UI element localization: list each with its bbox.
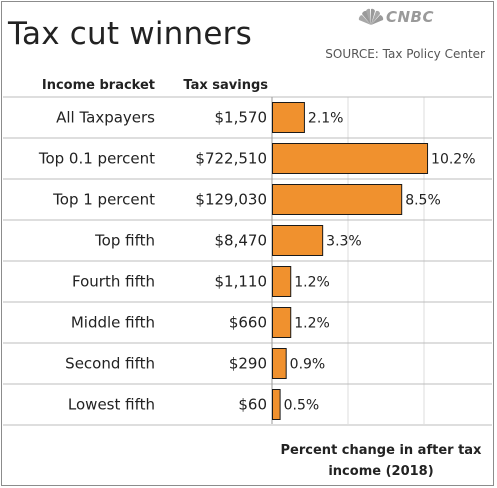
bar	[272, 225, 324, 256]
tax-savings-value: $660	[229, 314, 267, 332]
tax-savings-value: $8,470	[215, 232, 268, 250]
tax-savings-value: $1,110	[215, 273, 268, 291]
chart-title: Tax cut winners	[8, 16, 252, 52]
percent-change-label: 10.2%	[431, 152, 475, 168]
tax-savings-value: $1,570	[215, 109, 268, 127]
bar	[272, 348, 287, 379]
income-bracket-label: All Taxpayers	[56, 109, 155, 127]
x-axis-caption: Percent change in after tax income (2018…	[280, 443, 482, 479]
source-note: SOURCE: Tax Policy Center	[325, 47, 485, 61]
percent-change-label: 1.2%	[294, 316, 330, 332]
peacock-icon	[358, 8, 384, 25]
brand-logo: CNBC	[358, 8, 434, 26]
percent-change-label: 3.3%	[326, 234, 362, 250]
income-bracket-label: Lowest fifth	[68, 396, 155, 414]
bar	[272, 266, 292, 297]
percent-change-label: 0.9%	[290, 357, 326, 373]
tax-savings-header: Tax savings	[183, 78, 268, 93]
income-bracket-label: Fourth fifth	[72, 273, 155, 291]
brand-name: CNBC	[386, 8, 435, 26]
bar	[272, 143, 429, 174]
percent-change-label: 2.1%	[308, 111, 344, 127]
bar	[272, 184, 403, 215]
income-bracket-label: Top fifth	[94, 232, 155, 250]
income-bracket-header: Income bracket	[41, 78, 155, 93]
percent-change-label: 8.5%	[405, 193, 441, 209]
percent-change-label: 0.5%	[284, 398, 320, 414]
bar	[272, 307, 292, 338]
bar	[272, 102, 305, 133]
percent-change-label: 1.2%	[294, 275, 330, 291]
income-bracket-label: Top 0.1 percent	[38, 150, 155, 168]
tax-savings-value: $129,030	[195, 191, 267, 209]
bar	[272, 389, 281, 420]
tax-savings-value: $290	[229, 355, 267, 373]
tax-savings-value: $722,510	[195, 150, 267, 168]
income-bracket-label: Second fifth	[65, 355, 155, 373]
income-bracket-label: Middle fifth	[71, 314, 155, 332]
tax-savings-value: $60	[238, 396, 267, 414]
income-bracket-label: Top 1 percent	[52, 191, 155, 209]
